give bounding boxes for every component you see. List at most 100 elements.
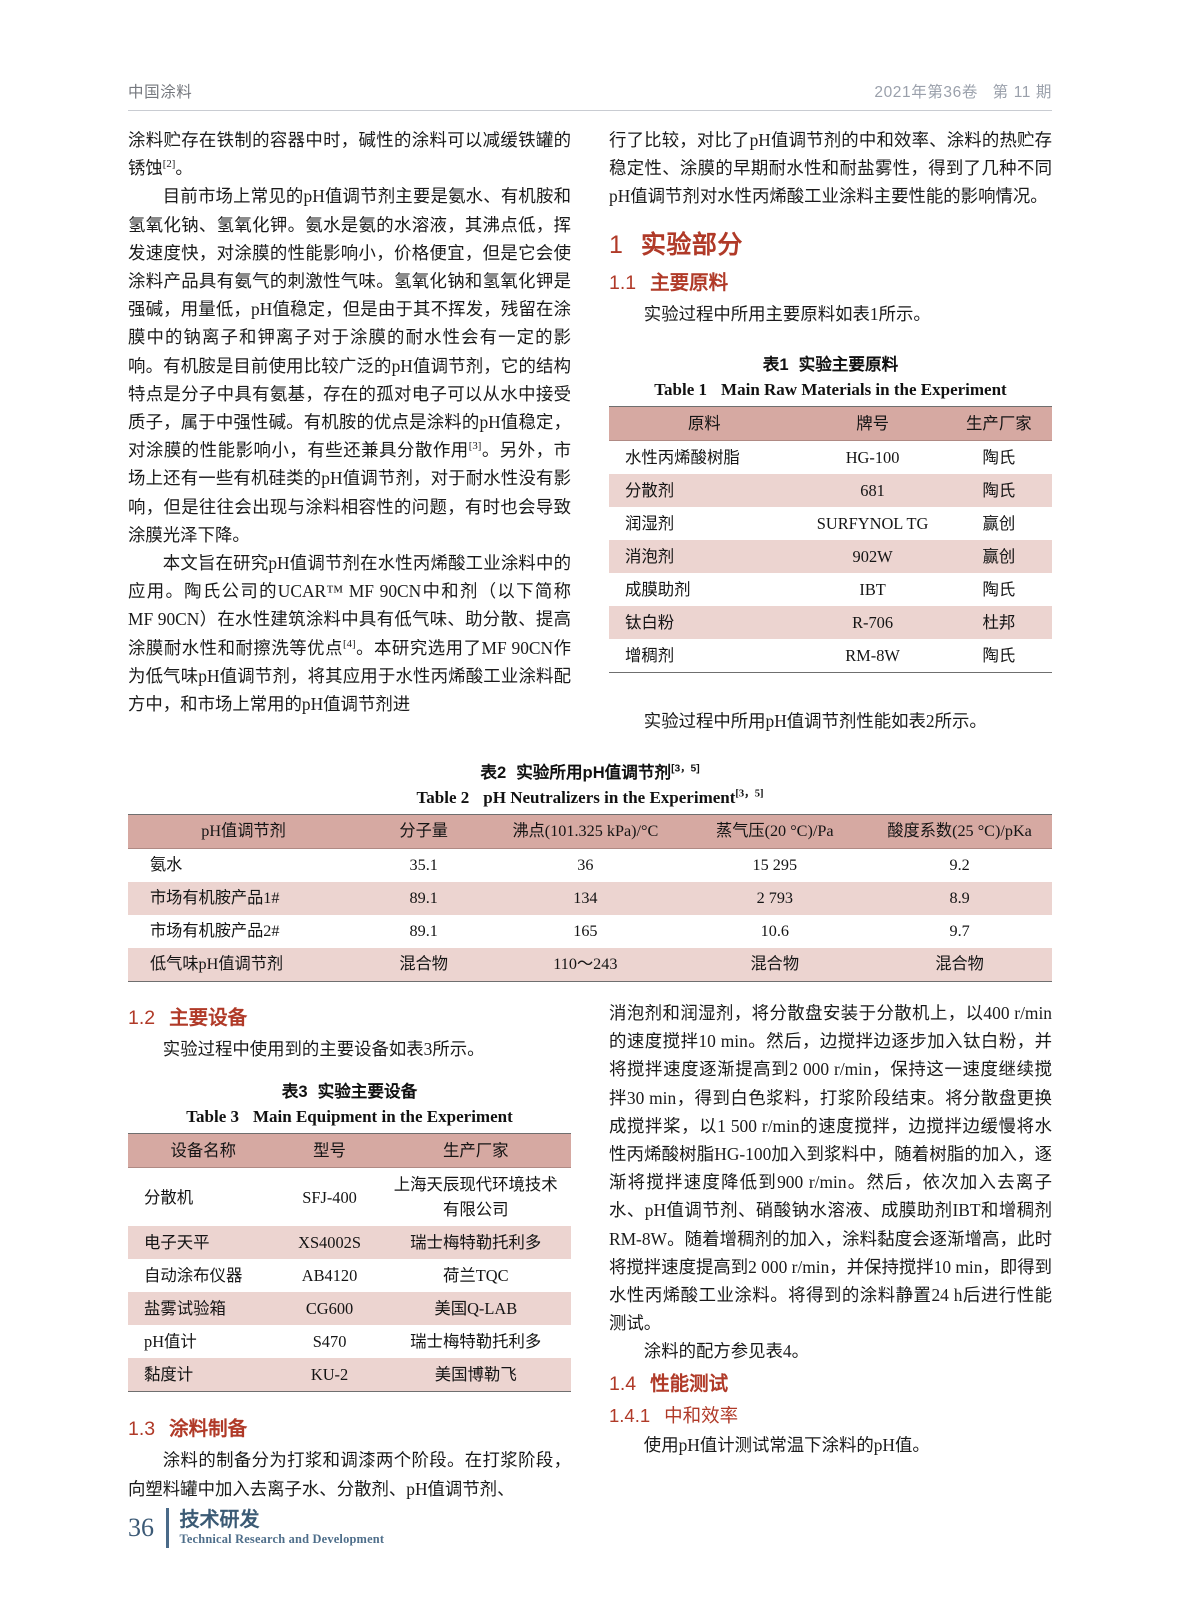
cell-molecular-weight: 89.1 [359,915,489,948]
heading-1-2-number: 1.2 [128,1007,156,1030]
table-2-citation-en: [3，5] [735,788,764,800]
cell-equipment-model: CG600 [278,1292,381,1326]
table-2-citation-cn: [3，5] [671,763,700,775]
heading-1-number: 1 [609,230,623,259]
cell-equipment-name: 电子天平 [128,1226,279,1260]
citation-ref-2: [2] [162,158,176,171]
cell-neutralizer-name: 市场有机胺产品1# [128,882,359,915]
cell-equipment-maker: 美国博勒飞 [380,1358,571,1393]
table-2-header-row: pH值调节剂 分子量 沸点(101.325 kPa)/°C 蒸气压(20 °C)… [128,814,1052,849]
citation-ref-4: [4] [343,637,356,650]
cell-equipment-model: XS4002S [278,1226,381,1260]
table-2-caption-en: Table 2 pH Neutralizers in the Experiment… [128,785,1052,811]
paragraph-preparation-left: 涂料的制备分为打浆和调漆两个阶段。在打浆阶段，向塑料罐中加入去离子水、分散剂、p… [128,1450,571,1499]
paragraph-table1-ref: 实验过程中所用主要原料如表1所示。 [643,303,931,324]
table-row: 自动涂布仪器 AB4120 荷兰TQC [128,1259,571,1293]
heading-1-4-1: 1.4.1 中和效率 [609,1401,1052,1431]
cell-material-name: 润湿剂 [609,506,800,540]
heading-1-4: 1.4 性能测试 [609,1369,1052,1400]
cell-equipment-name: pH值计 [128,1325,279,1359]
table-2-label-en: Table 2 [416,788,470,807]
heading-1-4-title: 性能测试 [650,1372,729,1395]
table-3-caption-en: Table 3 Main Equipment in the Experiment [128,1104,571,1130]
cell-pka: 混合物 [867,948,1052,982]
cell-equipment-model: SFJ-400 [278,1167,381,1227]
left-column: 涂料贮存在铁制的容器中时，碱性的涂料可以减缓铁罐的锈蚀[2]。 目前市场上常见的… [128,126,571,1503]
cell-equipment-maker: 瑞士梅特勒托利多 [380,1325,571,1359]
table-2-title-en: pH Neutralizers in the Experiment [483,788,736,807]
cell-material-maker: 陶氏 [945,440,1052,474]
table-2-wrapper: 表2 实验所用pH值调节剂[3，5] Table 2 pH Neutralizers… [128,760,1052,982]
para3-text-b: 。本研究选用了MF 90CN作为低气味pH值调节剂，将其应用于水性丙烯酸工业涂料… [128,637,571,715]
table-3-body: 分散机 SFJ-400 上海天辰现代环境技术有限公司 电子天平 XS4002S … [128,1167,571,1393]
cell-neutralizer-name: 低气味pH值调节剂 [128,948,359,982]
cell-vapor-pressure: 混合物 [682,948,868,982]
table-row: 水性丙烯酸树脂 HG-100 陶氏 [609,440,1052,474]
table-1-col-manufacturer: 生产厂家 [945,405,1052,441]
footer-label-cn: 技术研发 [179,1509,260,1531]
footer-label-en: Technical Research and Development [179,1532,385,1546]
right-column: 行了比较，对比了pH值调节剂的中和效率、涂料的热贮存稳定性、涂膜的早期耐水性和耐… [609,126,1052,1459]
paragraph-study-purpose: 本文旨在研究pH值调节剂在水性丙烯酸工业涂料中的应用。陶氏公司的UCAR™ MF… [128,549,571,718]
table-1-caption-en: Table 1 Main Raw Materials in the Experim… [609,377,1052,403]
heading-1-title: 实验部分 [640,230,743,259]
table-row: 电子天平 XS4002S 瑞士梅特勒托利多 [128,1226,571,1260]
table-1-wrapper: 表1 实验主要原料 Table 1 Main Raw Materials in th… [609,352,1052,673]
cell-material-grade: SURFYNOL TG [799,506,946,540]
cell-material-grade: R-706 [799,605,946,639]
page-number: 36 [128,1513,154,1542]
table-3-col-name: 设备名称 [128,1133,279,1169]
cell-material-maker: 陶氏 [945,572,1052,606]
cell-material-name: 消泡剂 [609,539,800,573]
cell-equipment-model: AB4120 [278,1259,381,1293]
heading-1-4-number: 1.4 [609,1372,637,1395]
table-row: 低气味pH值调节剂 混合物 110～243 混合物 混合物 [128,948,1052,982]
cell-material-grade: HG-100 [799,440,946,474]
cell-material-maker: 陶氏 [945,638,1052,673]
footer-divider [166,1508,169,1548]
page-footer: 36 技术研发 Technical Research and Developme… [128,1508,384,1548]
heading-1: 1 实验部分 [609,225,1052,265]
cell-vapor-pressure: 2 793 [682,882,868,915]
table-1-col-grade: 牌号 [799,405,946,441]
table-3-title-cn: 实验主要设备 [317,1082,418,1102]
running-head: 中国涂料 2021年第36卷 第 11 期 [128,80,1052,114]
para1-text-b: 。 [175,158,193,179]
table-2-body: 氨水 35.1 36 15 295 9.2 市场有机胺产品1# 89.1 134… [128,848,1052,982]
cell-equipment-name: 黏度计 [128,1358,279,1393]
heading-1-3: 1.3 涂料制备 [128,1414,571,1445]
table-row: 市场有机胺产品1# 89.1 134 2 793 8.9 [128,882,1052,915]
para1-text-a: 涂料贮存在铁制的容器中时，碱性的涂料可以减缓铁罐的锈蚀 [128,130,571,179]
paragraph-ph-adjusters: 目前市场上常见的pH值调节剂主要是氨水、有机胺和氢氧化钠、氢氧化钾。氨水是氨的水… [128,182,571,549]
table-2-col-boiling-point: 沸点(101.325 kPa)/°C [488,814,683,849]
cell-equipment-model: S470 [278,1325,381,1359]
heading-1-1-number: 1.1 [609,271,637,294]
table-row: 市场有机胺产品2# 89.1 165 10.6 9.7 [128,915,1052,948]
paragraph-neutralization-efficiency: 使用pH值计测试常温下涂料的pH值。 [643,1434,930,1455]
table-3-col-manufacturer: 生产厂家 [380,1133,571,1169]
cell-equipment-maker: 美国Q-LAB [380,1292,571,1326]
cell-molecular-weight: 35.1 [359,848,489,882]
table-2-label-cn: 表2 [480,763,507,782]
table-1-header-row: 原料 牌号 生产厂家 [609,405,1052,441]
paragraph-continuation: 涂料贮存在铁制的容器中时，碱性的涂料可以减缓铁罐的锈蚀[2]。 [128,126,571,182]
cell-equipment-name: 分散机 [128,1167,279,1227]
table-row: 润湿剂 SURFYNOL TG 赢创 [609,506,1052,540]
cell-material-maker: 杜邦 [945,605,1052,639]
cell-material-grade: RM-8W [799,638,946,673]
table-3-label-en: Table 3 [186,1107,239,1127]
table-3: 设备名称 型号 生产厂家 分散机 SFJ-400 上海天辰现代环境技术有限公司 … [128,1133,571,1393]
table-1-col-material: 原料 [609,405,800,441]
cell-molecular-weight: 混合物 [359,948,489,982]
heading-1-2-title: 主要设备 [169,1007,248,1030]
cell-material-grade: IBT [799,572,946,606]
table-2-col-vapor-pressure: 蒸气压(20 °C)/Pa [682,814,868,849]
issue-info: 2021年第36卷 第 11 期 [874,84,1052,101]
table-1-label-cn: 表1 [762,354,789,374]
para2-text-b: 。另外，市场上还有一些有机硅类的pH值调节剂，对于耐水性没有影响，但是往往会出现… [128,440,571,545]
cell-equipment-maker: 上海天辰现代环境技术有限公司 [380,1167,571,1227]
cell-material-name: 增稠剂 [609,638,800,673]
table-row: pH值计 S470 瑞士梅特勒托利多 [128,1325,571,1359]
table-row: 黏度计 KU-2 美国博勒飞 [128,1358,571,1393]
